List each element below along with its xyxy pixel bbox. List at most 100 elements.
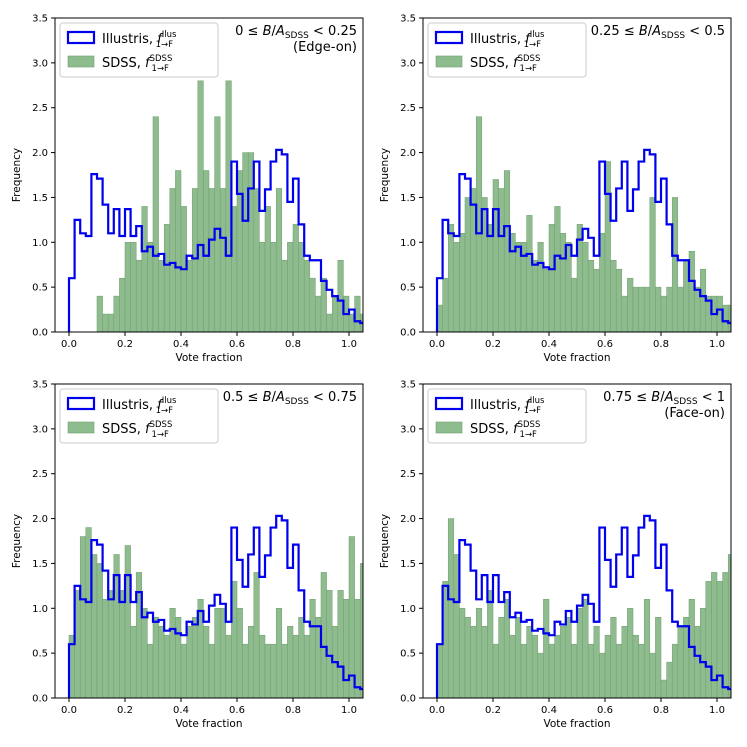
sdss-bar — [739, 314, 745, 332]
bin-annotation: 0 ≤ B/ASDSS < 0.25(Edge-on) — [235, 24, 357, 55]
sdss-bar — [275, 188, 283, 332]
y-tick-label: 3.0 — [32, 58, 48, 69]
annotation-slash: / — [648, 24, 653, 39]
x-tick-label: 0.4 — [173, 339, 189, 350]
annotation-subscript: SDSS — [285, 31, 309, 41]
annotation-slash: / — [272, 390, 277, 405]
y-tick-label: 2.0 — [400, 148, 416, 159]
sdss-bar — [119, 590, 126, 698]
annotation-range: 0 ≤ B/ASDSS < 0.25 — [235, 24, 357, 41]
sdss-bar — [571, 277, 578, 332]
sdss-bar — [158, 625, 165, 698]
sdss-bar — [348, 536, 355, 698]
sdss-bar — [298, 617, 305, 698]
y-tick-label: 2.5 — [400, 469, 416, 480]
sdss-bar — [660, 679, 667, 698]
sdss-bar — [366, 296, 372, 332]
sdss-bar — [326, 313, 333, 332]
sdss-bar — [464, 197, 471, 332]
sdss-bar — [487, 590, 494, 698]
legend-swatch-sdss — [67, 55, 95, 68]
y-tick-label: 3.5 — [32, 14, 48, 25]
legend-text-subscript: 1→F — [524, 40, 542, 50]
legend-text-subscript: 1→F — [156, 406, 174, 416]
sdss-bar — [175, 170, 182, 332]
x-axis-ticks: 0.0 0.2 0.4 0.6 0.8 1.0 — [429, 698, 725, 716]
sdss-bar — [599, 652, 606, 698]
chart-panel-1: 0.0 0.2 0.4 0.6 0.8 1.0 0.0 0.5 1.0 1.5 2.0 2.5 3.0 3… — [11, 14, 372, 364]
y-tick-label: 0.0 — [32, 328, 48, 339]
sdss-bar — [242, 152, 249, 332]
annotation-lower: 0.5 ≤ — [223, 390, 263, 405]
y-tick-label: 3.0 — [32, 424, 48, 435]
legend-text-subscript: 1→F — [524, 406, 542, 416]
legend-swatch-sdss — [435, 55, 463, 68]
sdss-bar — [130, 242, 137, 332]
sdss-bar — [343, 599, 350, 698]
y-tick-label: 3.5 — [32, 380, 48, 391]
y-tick-label: 2.0 — [32, 514, 48, 525]
sdss-bar — [727, 554, 731, 698]
axes-frame — [422, 383, 732, 699]
sdss-bar — [214, 608, 221, 698]
sdss-bar — [643, 599, 651, 698]
legend-text-subscript: 1→F — [520, 430, 538, 440]
sdss-bar — [292, 224, 299, 332]
sdss-bar — [96, 563, 103, 698]
sdss-bar — [270, 242, 277, 332]
sdss-bar — [453, 242, 460, 332]
sdss-bar — [487, 224, 494, 332]
sdss-bar — [587, 643, 595, 698]
chart-panel-2: 0.0 0.2 0.4 0.6 0.8 1.0 0.0 0.5 1.0 1.5 2.0 2.5 3.0 3… — [379, 14, 745, 364]
axes-frame — [54, 17, 364, 333]
sdss-bar — [734, 537, 740, 698]
legend-label-sdss: SDSS, fSDSS 1→F — [470, 54, 540, 74]
annotation-range: 0.75 ≤ B/ASDSS < 1 — [603, 390, 725, 407]
y-tick-label: 3.0 — [400, 58, 416, 69]
sdss-bar — [632, 634, 639, 698]
y-tick-label: 0.5 — [400, 283, 416, 294]
sdss-bar — [152, 116, 159, 332]
y-tick-label: 2.0 — [400, 514, 416, 525]
sdss-bar — [191, 617, 199, 698]
sdss-histogram — [436, 518, 740, 698]
sdss-bar — [699, 608, 707, 698]
legend-swatch-illustris — [66, 30, 96, 45]
sdss-bar — [554, 634, 561, 698]
sdss-bar — [158, 259, 165, 332]
annotation-lower: 0.75 ≤ — [603, 390, 651, 405]
annotation-a: A — [664, 390, 674, 405]
sdss-bar — [326, 590, 333, 698]
legend-label-illustris: Illustris, fIlus 1→F — [102, 396, 177, 416]
legend-swatch-illustris — [434, 396, 464, 411]
annotation-b: B — [263, 390, 272, 405]
legend-text-f: f — [145, 422, 152, 437]
illustris-step-line — [67, 514, 363, 698]
sdss-bar — [531, 634, 539, 698]
sdss-bar — [459, 608, 466, 698]
sdss-bar — [141, 608, 148, 698]
legend-label-illustris: Illustris, fIlus 1→F — [102, 30, 177, 50]
sdss-bar — [107, 590, 115, 698]
sdss-bar — [242, 643, 249, 698]
sdss-bar — [315, 295, 322, 332]
sdss-bar — [107, 313, 115, 332]
legend-text-name: Illustris, — [102, 398, 157, 413]
legend-text-name: Illustris, — [102, 32, 157, 47]
legend-text-name: Illustris, — [470, 398, 525, 413]
annotation-b: B — [263, 24, 272, 39]
y-tick-label: 2.0 — [32, 148, 48, 159]
y-axis-ticks: 0.0 0.5 1.0 1.5 2.0 2.5 3.0 3.5 — [32, 14, 55, 339]
sdss-bar — [492, 179, 499, 332]
legend-text-superscript: SDSS — [150, 54, 173, 64]
sdss-bar — [649, 652, 656, 698]
sdss-bar — [247, 625, 255, 698]
axes-frame — [422, 17, 732, 333]
sdss-bar — [615, 268, 623, 332]
sdss-bar — [208, 188, 215, 332]
sdss-bar — [124, 242, 131, 332]
sdss-bar — [303, 259, 311, 332]
sdss-bar — [531, 259, 539, 332]
x-axis-label: Vote fraction — [543, 718, 610, 730]
